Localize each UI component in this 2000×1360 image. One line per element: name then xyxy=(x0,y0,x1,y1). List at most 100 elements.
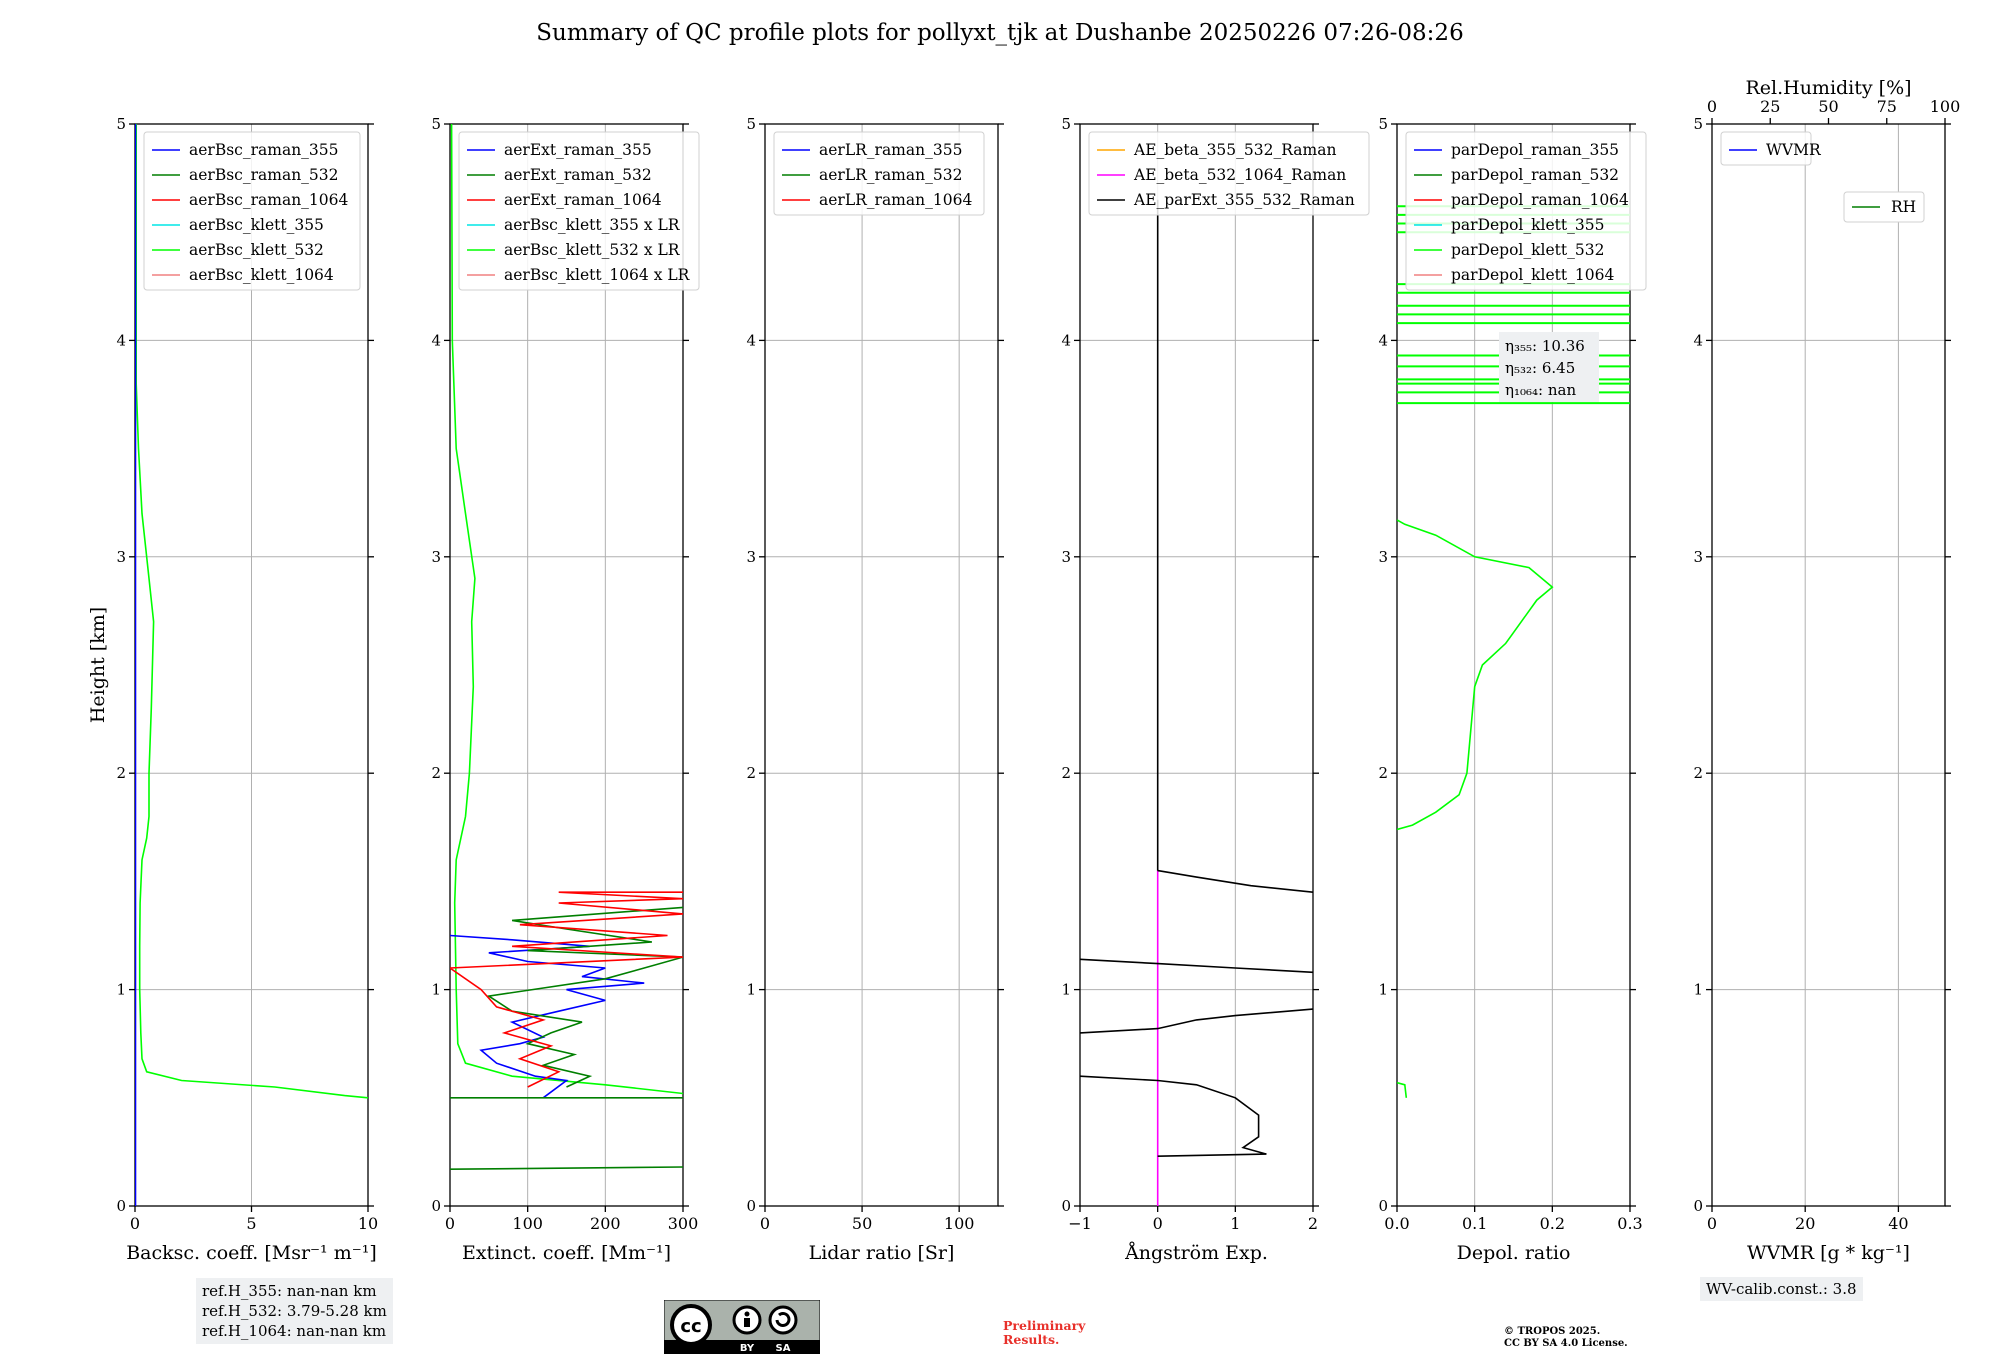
y-tick-label: 1 xyxy=(1061,981,1071,999)
eta-annotation-box xyxy=(1499,332,1599,402)
x-tick-label: 10 xyxy=(358,1214,378,1233)
legend-entry: aerBsc_klett_1064 xyxy=(189,266,334,284)
legend-box xyxy=(458,131,700,291)
legend-box xyxy=(1088,131,1370,216)
top-tick-label: 50 xyxy=(1818,97,1838,116)
legend-entry: parDepol_raman_532 xyxy=(1451,166,1619,184)
series-line-ae-parext-355-532-raman xyxy=(1080,1075,1267,1157)
x-tick-label: 40 xyxy=(1888,1214,1908,1233)
x-tick-label: 0 xyxy=(1153,1214,1163,1233)
x-tick-label: 0 xyxy=(130,1214,140,1233)
axes-frame xyxy=(449,123,684,1207)
x-tick-label: 0 xyxy=(1707,1214,1717,1233)
y-tick-label: 5 xyxy=(1061,115,1071,133)
axes-frame xyxy=(1711,123,1946,1207)
x-tick-label: 0 xyxy=(760,1214,770,1233)
y-tick-label: 3 xyxy=(431,548,441,566)
legend-entry: aerBsc_klett_355 xyxy=(189,216,324,234)
sa-text: SA xyxy=(776,1343,791,1354)
y-tick-label: 1 xyxy=(1693,981,1703,999)
copyright-note: © TROPOS 2025. CC BY SA 4.0 License. xyxy=(1504,1326,1628,1350)
legend: aerLR_raman_355 aerLR_raman_532 aerLR_rama… xyxy=(773,131,985,216)
y-tick-label: 2 xyxy=(1061,764,1071,782)
legend-entry: parDepol_klett_532 xyxy=(1451,241,1604,259)
y-tick-label: 4 xyxy=(1061,331,1071,349)
y-tick-label: 2 xyxy=(431,764,441,782)
legend-entry: aerExt_raman_532 xyxy=(504,166,652,184)
y-tick-label: 0 xyxy=(1693,1197,1703,1215)
top-tick-label: 100 xyxy=(1930,97,1961,116)
x-tick-label: 300 xyxy=(668,1214,699,1233)
eta-annotation-line: η₁₀₆₄: nan xyxy=(1505,381,1576,399)
y-tick-label: 0 xyxy=(116,1197,126,1215)
legend-entry: aerExt_raman_1064 xyxy=(504,191,662,209)
x-tick-label: −1 xyxy=(1068,1214,1092,1233)
y-tick-label: 5 xyxy=(116,115,126,133)
cc-text: cc xyxy=(680,1316,701,1337)
eta-annotation-line: η₃₅₅: 10.36 xyxy=(1505,337,1585,355)
reference-height-box: ref.H_355: nan-nan km ref.H_532: 3.79-5.… xyxy=(196,1278,393,1344)
axes-frame xyxy=(1079,123,1314,1207)
y-tick-label: 5 xyxy=(1693,115,1703,133)
legend-box xyxy=(1720,131,1812,166)
x-axis-label: WVMR [g * kg⁻¹] xyxy=(1747,1242,1910,1264)
axes-frame xyxy=(764,123,999,1207)
series-group xyxy=(450,124,683,1170)
y-tick-label: 2 xyxy=(1693,764,1703,782)
y-tick-label: 2 xyxy=(746,764,756,782)
legend-box xyxy=(143,131,361,291)
y-tick-label: 0 xyxy=(431,1197,441,1215)
y-tick-label: 1 xyxy=(116,981,126,999)
series-line-pardepol-klett-532-b xyxy=(1397,1081,1408,1098)
series-group xyxy=(135,124,368,1206)
y-tick-label: 2 xyxy=(116,764,126,782)
y-tick-label: 3 xyxy=(1061,548,1071,566)
series-line-aerext-raman-532 xyxy=(450,1166,683,1170)
x-tick-label: 0 xyxy=(445,1214,455,1233)
series-line-aerbsc-klett-532 xyxy=(135,124,368,1099)
y-tick-label: 4 xyxy=(1378,331,1388,349)
legend-entry: AE_beta_532_1064_Raman xyxy=(1133,166,1346,184)
legend: aerBsc_raman_355 aerBsc_raman_532 aerBsc_r… xyxy=(143,131,361,291)
y-tick-label: 5 xyxy=(1378,115,1388,133)
ref-h-532: ref.H_532: 3.79-5.28 km xyxy=(202,1302,387,1320)
panel-5: 0 1 2 3 4 5 0.0 0.1 0.2 0.3 Depol. ratio parDepol_r… xyxy=(1378,115,1647,1264)
y-tick-label: 5 xyxy=(431,115,441,133)
x-tick-label: 100 xyxy=(944,1214,975,1233)
y-tick-label: 0 xyxy=(746,1197,756,1215)
legend-entry: aerBsc_raman_355 xyxy=(189,141,339,159)
x-axis-label: Extinct. coeff. [Mm⁻¹] xyxy=(462,1242,671,1264)
x-axis-label: Backsc. coeff. [Msr⁻¹ m⁻¹] xyxy=(126,1242,377,1264)
series-line-aerext-raman-532-c xyxy=(486,906,683,1088)
figure-title: Summary of QC profile plots for pollyxt_… xyxy=(536,20,1464,46)
legend-entry: aerExt_raman_355 xyxy=(504,141,652,159)
top-tick-label: 25 xyxy=(1760,97,1780,116)
copyright-line-2: CC BY SA 4.0 License. xyxy=(1504,1338,1628,1349)
axes-frame xyxy=(1396,123,1631,1207)
y-tick-label: 3 xyxy=(746,548,756,566)
y-tick-label: 4 xyxy=(116,331,126,349)
series-line-ae-parext-355-532-raman-d xyxy=(1157,869,1313,893)
y-tick-label: 4 xyxy=(431,331,441,349)
x-axis-label: Lidar ratio [Sr] xyxy=(809,1242,955,1264)
y-axis-label: Height [km] xyxy=(87,607,109,723)
ref-h-1064: ref.H_1064: nan-nan km xyxy=(202,1322,387,1340)
y-tick-label: 5 xyxy=(746,115,756,133)
x-tick-label: 0.3 xyxy=(1617,1214,1642,1233)
legend-entry: aerBsc_klett_532 x LR xyxy=(504,241,681,259)
preliminary-line-2: Results. xyxy=(1003,1332,1060,1347)
panel-1: 0 1 2 3 4 5 0 5 10 Backsc. coeff. [Msr⁻¹ m⁻¹] aerB… xyxy=(116,115,378,1264)
y-tick-label: 2 xyxy=(1378,764,1388,782)
legend-entry: aerBsc_klett_532 xyxy=(189,241,324,259)
legend-entry: parDepol_raman_355 xyxy=(1451,141,1619,159)
series-line-ae-parext-355-532-raman-c xyxy=(1080,958,1313,974)
preliminary-note: Preliminary Results. xyxy=(1003,1319,1085,1347)
y-tick-label: 4 xyxy=(746,331,756,349)
legend-entry: parDepol_klett_1064 xyxy=(1451,266,1614,284)
legend-entry: aerBsc_klett_1064 x LR xyxy=(504,266,691,284)
legend-entry: aerLR_raman_1064 xyxy=(819,191,972,209)
ref-h-355: ref.H_355: nan-nan km xyxy=(202,1282,377,1300)
